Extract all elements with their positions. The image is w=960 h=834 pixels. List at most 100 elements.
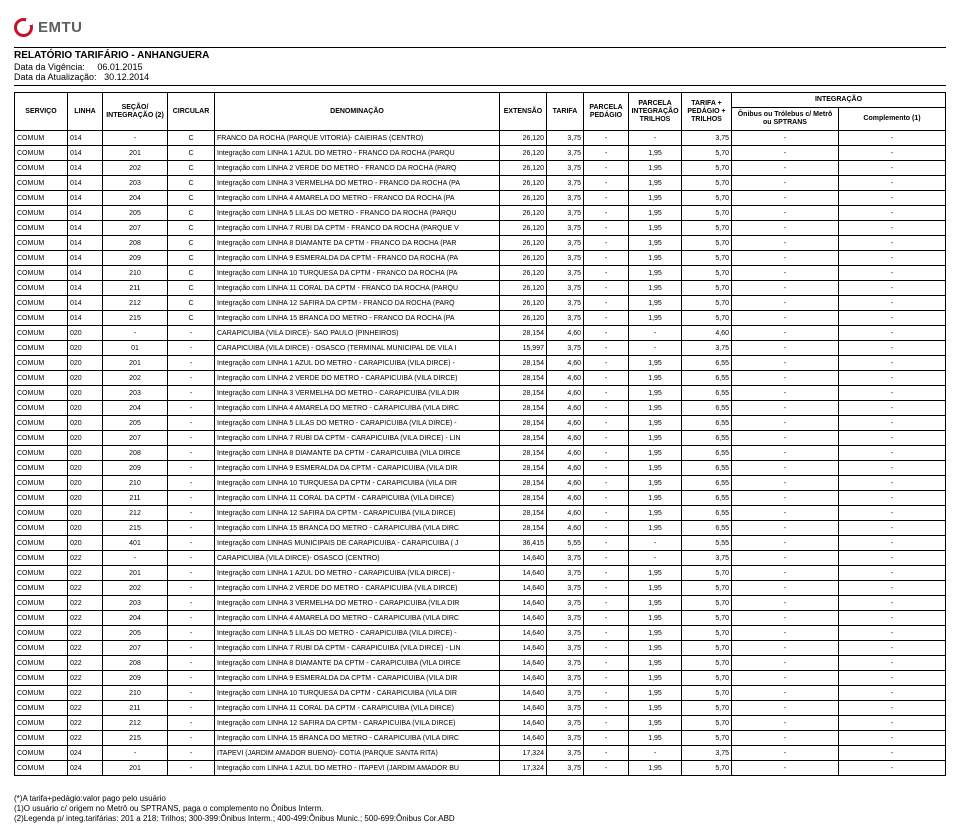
cell-ont: - (732, 221, 839, 236)
footnote-line: (2)Legenda p/ integ.tarifárias: 201 a 21… (14, 814, 946, 824)
cell-linha: 014 (68, 191, 103, 206)
cell-circ: - (168, 641, 215, 656)
cell-ped: - (584, 686, 629, 701)
cell-linha: 022 (68, 596, 103, 611)
cell-comp: - (839, 236, 946, 251)
cell-tarifa: 4,60 (547, 326, 584, 341)
cell-ont: - (732, 566, 839, 581)
cell-tpt: 5,70 (682, 311, 732, 326)
cell-denom: Integração com LINHA 11 CORAL DA CPTM - … (215, 281, 500, 296)
cell-ped: - (584, 146, 629, 161)
cell-servico: COMUM (15, 611, 68, 626)
cell-secao: 207 (103, 431, 168, 446)
cell-tarifa: 3,75 (547, 236, 584, 251)
cell-secao: - (103, 326, 168, 341)
report-title: RELATÓRIO TARIFÁRIO - ANHANGUERA (14, 47, 946, 61)
cell-circ: C (168, 266, 215, 281)
cell-circ: - (168, 551, 215, 566)
cell-secao: 205 (103, 416, 168, 431)
cell-secao: 208 (103, 446, 168, 461)
table-row: COMUM024201-Integração com LINHA 1 AZUL … (15, 761, 946, 776)
cell-secao: 211 (103, 491, 168, 506)
atualizacao-value: 30.12.2014 (104, 72, 149, 82)
cell-circ: C (168, 311, 215, 326)
cell-pit: 1,95 (629, 656, 682, 671)
cell-secao: 201 (103, 146, 168, 161)
cell-ont: - (732, 236, 839, 251)
cell-ext: 26,120 (500, 281, 547, 296)
cell-secao: - (103, 551, 168, 566)
cell-tarifa: 3,75 (547, 656, 584, 671)
cell-tarifa: 3,75 (547, 566, 584, 581)
cell-pit: 1,95 (629, 566, 682, 581)
cell-circ: - (168, 716, 215, 731)
cell-servico: COMUM (15, 716, 68, 731)
cell-ont: - (732, 596, 839, 611)
cell-secao: 202 (103, 581, 168, 596)
cell-pit: 1,95 (629, 521, 682, 536)
cell-ped: - (584, 551, 629, 566)
cell-circ: C (168, 236, 215, 251)
cell-servico: COMUM (15, 356, 68, 371)
cell-servico: COMUM (15, 641, 68, 656)
cell-ont: - (732, 401, 839, 416)
cell-linha: 022 (68, 731, 103, 746)
cell-tpt: 5,70 (682, 206, 732, 221)
cell-ext: 26,120 (500, 176, 547, 191)
cell-secao: 204 (103, 401, 168, 416)
table-body: COMUM014-CFRANCO DA ROCHA (PARQUE VITORI… (15, 131, 946, 776)
cell-tpt: 6,55 (682, 521, 732, 536)
vigencia-value: 06.01.2015 (97, 62, 142, 72)
cell-tarifa: 3,75 (547, 746, 584, 761)
table-row: COMUM014210CIntegração com LINHA 10 TURQ… (15, 266, 946, 281)
cell-ont: - (732, 311, 839, 326)
cell-pit: 1,95 (629, 296, 682, 311)
cell-denom: Integração com LINHA 2 VERDE DO METRO - … (215, 581, 500, 596)
cell-ext: 28,154 (500, 461, 547, 476)
cell-ped: - (584, 476, 629, 491)
cell-pit: 1,95 (629, 611, 682, 626)
cell-ont: - (732, 266, 839, 281)
cell-servico: COMUM (15, 446, 68, 461)
footnotes: (*)A tarifa+pedágio:valor pago pelo usuá… (14, 794, 946, 824)
cell-linha: 020 (68, 371, 103, 386)
table-row: COMUM022215-Integração com LINHA 15 BRAN… (15, 731, 946, 746)
cell-denom: Integração com LINHA 12 SAFIRA DA CPTM -… (215, 716, 500, 731)
col-parcela-pedagio: PARCELA PEDÁGIO (584, 93, 629, 131)
cell-circ: - (168, 476, 215, 491)
cell-ont: - (732, 656, 839, 671)
col-linha: LINHA (68, 93, 103, 131)
cell-linha: 020 (68, 341, 103, 356)
cell-pit: 1,95 (629, 401, 682, 416)
cell-pit: 1,95 (629, 416, 682, 431)
cell-ext: 28,154 (500, 416, 547, 431)
cell-tarifa: 3,75 (547, 281, 584, 296)
cell-ext: 26,120 (500, 251, 547, 266)
cell-tarifa: 3,75 (547, 176, 584, 191)
cell-servico: COMUM (15, 566, 68, 581)
cell-linha: 022 (68, 701, 103, 716)
cell-linha: 014 (68, 176, 103, 191)
cell-tpt: 5,70 (682, 221, 732, 236)
cell-secao: 204 (103, 611, 168, 626)
cell-denom: Integração com LINHA 10 TURQUESA DA CPTM… (215, 266, 500, 281)
cell-linha: 014 (68, 131, 103, 146)
cell-linha: 020 (68, 431, 103, 446)
cell-linha: 020 (68, 446, 103, 461)
cell-secao: 210 (103, 476, 168, 491)
cell-ont: - (732, 146, 839, 161)
cell-circ: - (168, 521, 215, 536)
cell-servico: COMUM (15, 161, 68, 176)
cell-tpt: 5,70 (682, 161, 732, 176)
cell-tarifa: 5,55 (547, 536, 584, 551)
cell-secao: 203 (103, 386, 168, 401)
cell-comp: - (839, 386, 946, 401)
cell-linha: 022 (68, 641, 103, 656)
cell-tarifa: 3,75 (547, 266, 584, 281)
cell-ped: - (584, 341, 629, 356)
cell-pit: 1,95 (629, 221, 682, 236)
cell-ped: - (584, 641, 629, 656)
cell-ped: - (584, 191, 629, 206)
table-row: COMUM014201CIntegração com LINHA 1 AZUL … (15, 146, 946, 161)
cell-secao: 201 (103, 761, 168, 776)
